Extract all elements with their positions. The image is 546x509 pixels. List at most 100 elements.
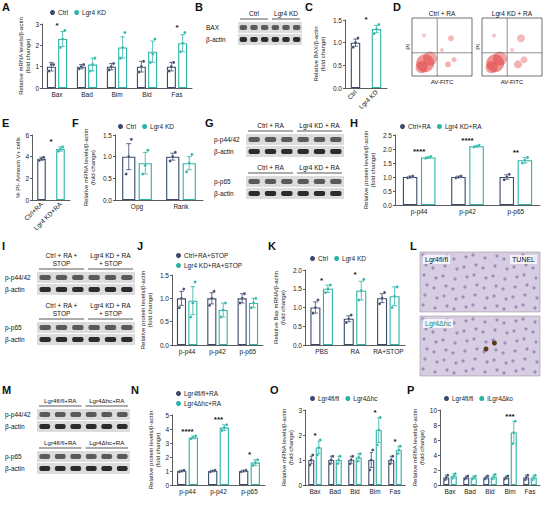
- svg-text:Ctrl + RA +: Ctrl + RA +: [46, 302, 78, 309]
- svg-text:D: D: [393, 1, 401, 13]
- svg-text:6: 6: [433, 437, 437, 444]
- svg-text:Ctrl: Ctrl: [58, 9, 69, 16]
- svg-text:0.0: 0.0: [293, 342, 302, 349]
- svg-text:Lgr4 KD+RA: Lgr4 KD+RA: [32, 200, 64, 232]
- svg-text:STOP: STOP: [53, 310, 71, 317]
- svg-text:(fold change): (fold change): [155, 432, 161, 467]
- svg-text:0.0: 0.0: [333, 85, 342, 92]
- svg-text:Lgr4 KD + RA: Lgr4 KD + RA: [90, 252, 131, 260]
- svg-text:K: K: [268, 240, 276, 252]
- svg-text:1: 1: [298, 457, 302, 464]
- svg-text:P: P: [407, 384, 414, 396]
- svg-text:0: 0: [298, 482, 302, 489]
- svg-text:Lgr4fl/fl+RA: Lgr4fl/fl+RA: [184, 390, 219, 398]
- svg-text:Bad: Bad: [81, 91, 93, 98]
- svg-text:1.0: 1.0: [160, 295, 169, 302]
- svg-text:p-p44: p-p44: [179, 348, 196, 356]
- svg-text:Bax: Bax: [51, 91, 63, 98]
- svg-text:p-p44/42: p-p44/42: [5, 274, 31, 282]
- svg-text:Ctrl: Ctrl: [126, 123, 137, 130]
- svg-text:*: *: [55, 21, 59, 30]
- svg-text:(fold change): (fold change): [419, 430, 425, 465]
- svg-text:1.5: 1.5: [293, 285, 302, 292]
- svg-text:p-p44: p-p44: [179, 488, 196, 496]
- svg-text:1.0: 1.0: [383, 174, 392, 181]
- svg-text:β-actin: β-actin: [5, 286, 25, 294]
- svg-text:(fold change): (fold change): [147, 292, 153, 327]
- svg-text:p-p42: p-p42: [210, 488, 227, 496]
- svg-text:TUNEL: TUNEL: [512, 256, 535, 263]
- svg-text:PBS: PBS: [315, 348, 329, 355]
- svg-text:p-p44/42: p-p44/42: [214, 136, 240, 144]
- svg-text:2: 2: [298, 432, 302, 439]
- svg-text:β-actin: β-actin: [206, 36, 226, 44]
- svg-text:2: 2: [165, 454, 169, 461]
- svg-text:Relative mRNA levels/β-actin: Relative mRNA levels/β-actin: [18, 17, 24, 94]
- svg-text:β-actin: β-actin: [214, 190, 234, 198]
- svg-text:PI: PI: [405, 44, 411, 50]
- svg-text:Bid: Bid: [485, 488, 495, 495]
- svg-text:Lgr4 KD: Lgr4 KD: [274, 10, 298, 18]
- svg-text:+ STOP: + STOP: [99, 310, 122, 317]
- svg-text:5: 5: [165, 412, 169, 419]
- svg-text:RA: RA: [350, 348, 360, 355]
- svg-text:% PI- Annexin V+ cells: % PI- Annexin V+ cells: [15, 137, 21, 198]
- svg-text:Lgr4 KD: Lgr4 KD: [342, 255, 366, 263]
- svg-text:2.0: 2.0: [383, 146, 392, 153]
- svg-text:C: C: [305, 1, 313, 13]
- svg-text:*: *: [320, 276, 324, 285]
- svg-text:1.5: 1.5: [383, 160, 392, 167]
- svg-text:Lgr4 KD+RA+STOP: Lgr4 KD+RA+STOP: [184, 262, 242, 270]
- svg-text:Lgr4 KD + RA: Lgr4 KD + RA: [299, 164, 340, 172]
- svg-text:****: ****: [181, 427, 194, 436]
- svg-text:2: 2: [433, 467, 437, 474]
- svg-text:Bad: Bad: [464, 488, 476, 495]
- svg-text:*: *: [313, 431, 317, 440]
- svg-text:Lgr4Δhc: Lgr4Δhc: [425, 320, 452, 328]
- svg-text:Lgr4 KD + RA: Lgr4 KD + RA: [90, 302, 131, 310]
- svg-text:Opg: Opg: [131, 203, 144, 211]
- svg-text:2: 2: [35, 42, 39, 49]
- svg-text:Ctrl: Ctrl: [346, 89, 358, 101]
- svg-text:PI: PI: [475, 44, 481, 50]
- svg-text:RA+STOP: RA+STOP: [373, 348, 403, 355]
- svg-text:iLgr4Δko: iLgr4Δko: [487, 395, 513, 403]
- svg-text:G: G: [205, 117, 214, 129]
- svg-text:p-p42: p-p42: [459, 208, 476, 216]
- svg-text:β-actin: β-actin: [5, 336, 25, 344]
- svg-text:Ctrl + RA: Ctrl + RA: [257, 122, 284, 129]
- svg-text:Bid: Bid: [350, 488, 360, 495]
- svg-text:0.5: 0.5: [160, 318, 169, 325]
- svg-text:Lgr4 KD+RA: Lgr4 KD+RA: [445, 123, 482, 131]
- svg-text:Lgr4Δhc: Lgr4Δhc: [353, 395, 378, 403]
- svg-text:B: B: [195, 1, 203, 13]
- svg-text:p-p65: p-p65: [508, 208, 525, 216]
- svg-text:3: 3: [35, 21, 39, 28]
- svg-text:A: A: [2, 1, 10, 13]
- svg-text:1.0: 1.0: [103, 153, 112, 160]
- svg-text:0.0: 0.0: [103, 197, 112, 204]
- svg-text:2: 2: [25, 175, 29, 182]
- svg-text:**: **: [513, 148, 520, 157]
- svg-text:p-p44: p-p44: [411, 208, 428, 216]
- svg-text:Fas: Fas: [390, 488, 402, 495]
- svg-text:p-p42: p-p42: [209, 348, 226, 356]
- svg-text:*: *: [364, 15, 368, 24]
- svg-text:I: I: [2, 240, 5, 252]
- svg-text:Lgr4fl/fl+RA: Lgr4fl/fl+RA: [44, 397, 77, 404]
- svg-text:*: *: [49, 137, 53, 146]
- svg-text:4: 4: [433, 452, 437, 459]
- svg-text:Lgr4fl/fl: Lgr4fl/fl: [452, 395, 474, 403]
- svg-text:(fold change): (fold change): [370, 152, 376, 187]
- svg-text:Relative protein levels/β-acti: Relative protein levels/β-actin: [140, 271, 146, 350]
- svg-text:1.0: 1.0: [293, 304, 302, 311]
- svg-text:1.5: 1.5: [103, 132, 112, 139]
- svg-text:*: *: [373, 408, 377, 417]
- svg-text:Relative mRNA levels/β-actin: Relative mRNA levels/β-actin: [83, 129, 89, 206]
- svg-text:Lgr4 KD: Lgr4 KD: [357, 88, 380, 111]
- svg-text:M: M: [2, 384, 11, 396]
- svg-text:β-actin: β-actin: [5, 423, 25, 431]
- svg-text:Fas: Fas: [172, 91, 184, 98]
- svg-text:Bim: Bim: [369, 488, 380, 495]
- svg-text:Relative mRNA levels/β-actin: Relative mRNA levels/β-actin: [412, 409, 418, 486]
